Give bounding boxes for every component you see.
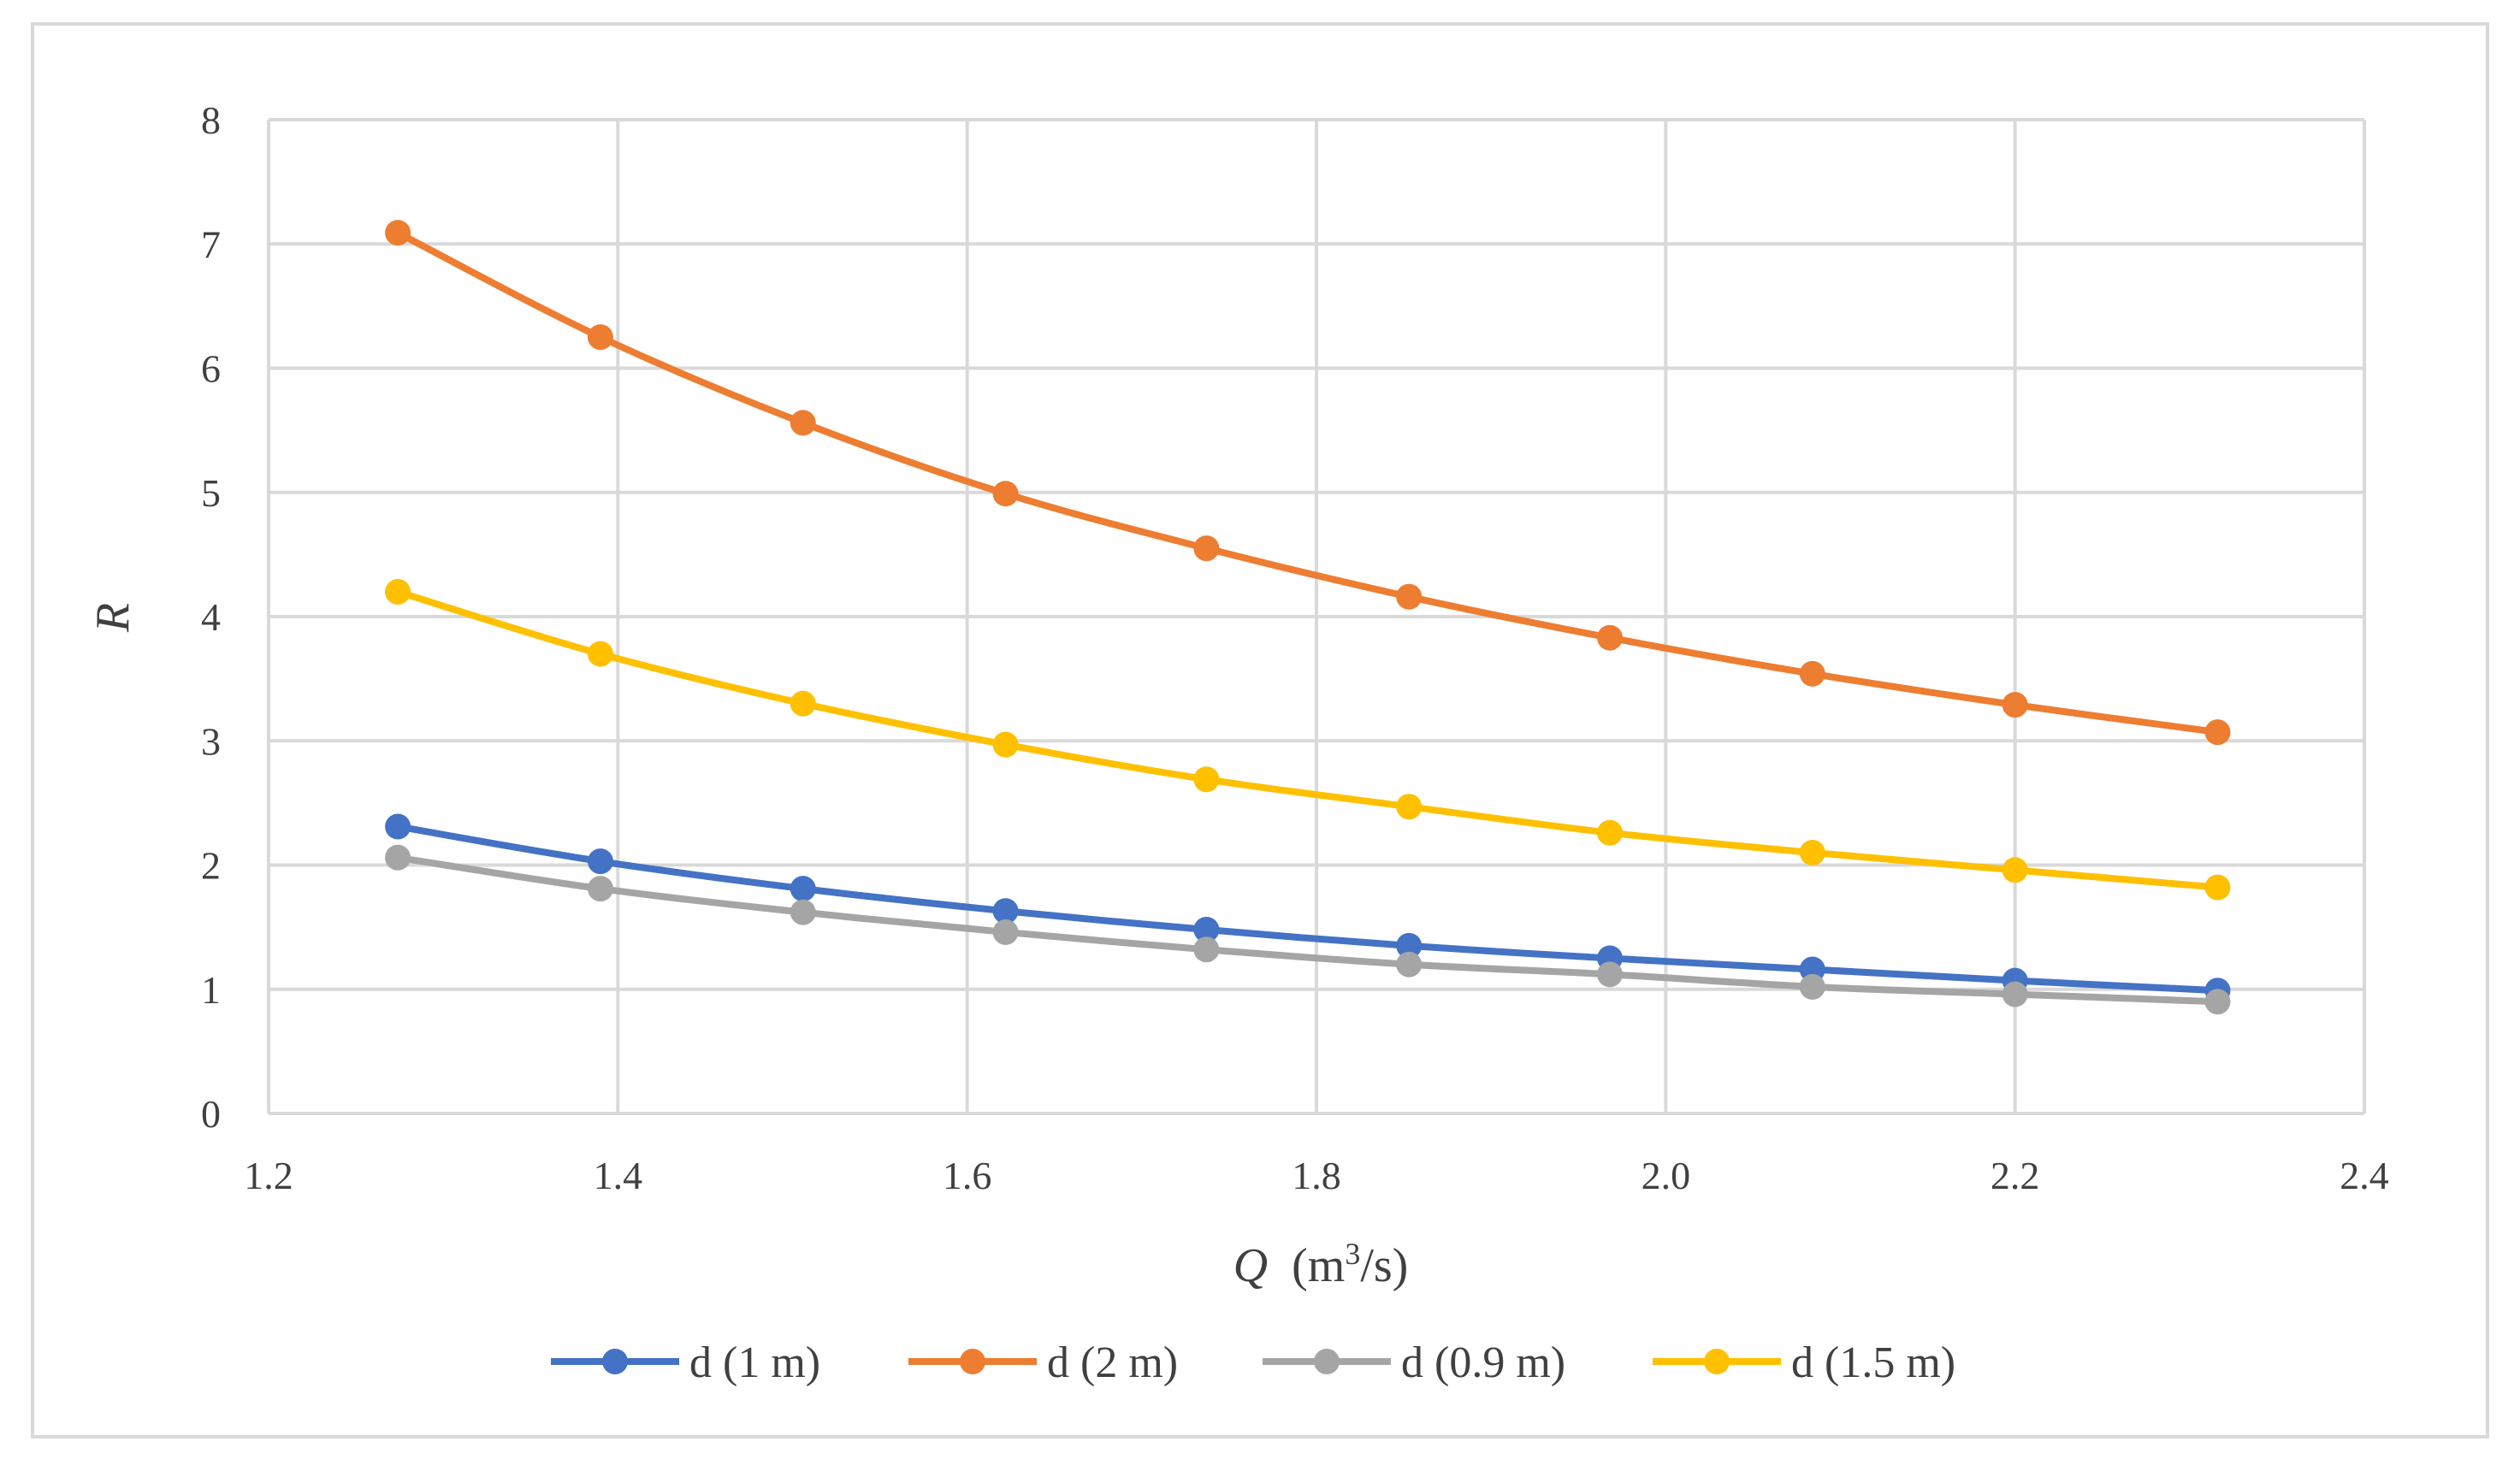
legend-label: d (1.5 m)	[1791, 1338, 1955, 1387]
x-tick-label: 2.4	[2340, 1154, 2389, 1197]
legend-swatch-marker	[1314, 1349, 1340, 1374]
data-point	[2002, 981, 2028, 1007]
data-point	[992, 731, 1019, 758]
series-1	[385, 220, 2231, 746]
tick-labels: 0 1 2 3 4 5 6 7 8 1.2 1.4 1.6 1.8 2.0 2.2 2.4	[201, 98, 2389, 1197]
data-point	[790, 876, 816, 902]
data-point	[385, 220, 411, 246]
data-point	[1597, 819, 1623, 846]
data-point	[587, 848, 613, 875]
data-point	[587, 641, 613, 667]
x-tick-label: 1.6	[943, 1154, 992, 1197]
data-point	[1193, 766, 1220, 793]
data-point	[992, 481, 1019, 507]
series-2	[385, 844, 2231, 1015]
x-axis-unit-suffix: /s)	[1360, 1239, 1408, 1292]
axes	[267, 120, 2364, 1115]
data-point	[2002, 857, 2028, 883]
data-point	[1396, 794, 1423, 820]
series-line	[394, 823, 2221, 995]
x-axis-title: Q (m3/s)	[1233, 1237, 1409, 1292]
y-axis-title: R	[86, 603, 139, 633]
data-point	[385, 813, 411, 840]
y-tick-label: 7	[201, 222, 221, 266]
y-tick-label: 5	[201, 471, 221, 515]
data-point	[1597, 961, 1623, 988]
legend-item: d (1.5 m)	[1653, 1338, 1955, 1387]
data-point	[385, 578, 411, 605]
data-point	[790, 899, 816, 925]
x-tick-label: 1.8	[1292, 1154, 1341, 1197]
x-axis-unit-superscript: 3	[1345, 1237, 1360, 1271]
x-tick-label: 1.4	[594, 1154, 643, 1197]
series-0	[385, 813, 2231, 1004]
y-tick-label: 0	[201, 1092, 221, 1136]
data-point	[1193, 917, 1220, 943]
legend-item: d (1 m)	[551, 1338, 820, 1387]
gridlines	[269, 118, 2366, 1114]
data-point	[790, 410, 816, 436]
y-tick-label: 2	[201, 844, 221, 888]
y-tick-label: 4	[201, 595, 221, 639]
x-tick-label: 1.2	[244, 1154, 293, 1197]
data-point	[1799, 839, 1825, 865]
data-point	[1396, 951, 1423, 978]
series-line	[394, 854, 2221, 1006]
legend-item: d (2 m)	[908, 1338, 1178, 1387]
series-line	[394, 229, 2221, 736]
legend-label: d (2 m)	[1047, 1338, 1178, 1387]
y-tick-label: 6	[201, 347, 221, 391]
data-point	[2204, 719, 2231, 746]
legend-swatch-marker	[960, 1349, 985, 1374]
legend-label: d (0.9 m)	[1401, 1338, 1565, 1387]
data-point	[1193, 936, 1220, 963]
data-point	[2002, 692, 2028, 718]
x-axis-variable: Q	[1233, 1239, 1268, 1292]
data-point	[1396, 583, 1423, 610]
legend-swatch-marker	[1704, 1349, 1730, 1374]
y-tick-label: 3	[201, 719, 221, 763]
legend-label: d (1 m)	[689, 1338, 820, 1387]
y-tick-label: 1	[201, 968, 221, 1012]
legend: d (1 m) d (2 m) d (0.9 m) d (1.5 m)	[551, 1338, 1955, 1387]
x-tick-label: 2.0	[1642, 1154, 1691, 1197]
data-point	[587, 876, 613, 902]
series-line	[394, 588, 2221, 891]
data-point	[1193, 535, 1220, 562]
legend-item: d (0.9 m)	[1263, 1338, 1565, 1387]
data-point	[385, 844, 411, 871]
x-axis-unit-prefix: (m	[1292, 1239, 1345, 1292]
series-lines	[385, 220, 2231, 1015]
data-point	[2204, 989, 2231, 1015]
data-point	[790, 690, 816, 717]
legend-swatch-marker	[602, 1349, 628, 1374]
data-point	[2204, 874, 2231, 901]
data-point	[992, 898, 1019, 925]
data-point	[1799, 973, 1825, 1000]
data-point	[992, 919, 1019, 945]
data-point	[1799, 660, 1825, 687]
data-point	[1396, 932, 1423, 959]
y-tick-label: 8	[201, 98, 221, 142]
x-tick-label: 2.2	[1991, 1154, 2040, 1197]
series-3	[385, 578, 2231, 901]
data-point	[587, 324, 613, 351]
data-point	[1597, 624, 1623, 651]
